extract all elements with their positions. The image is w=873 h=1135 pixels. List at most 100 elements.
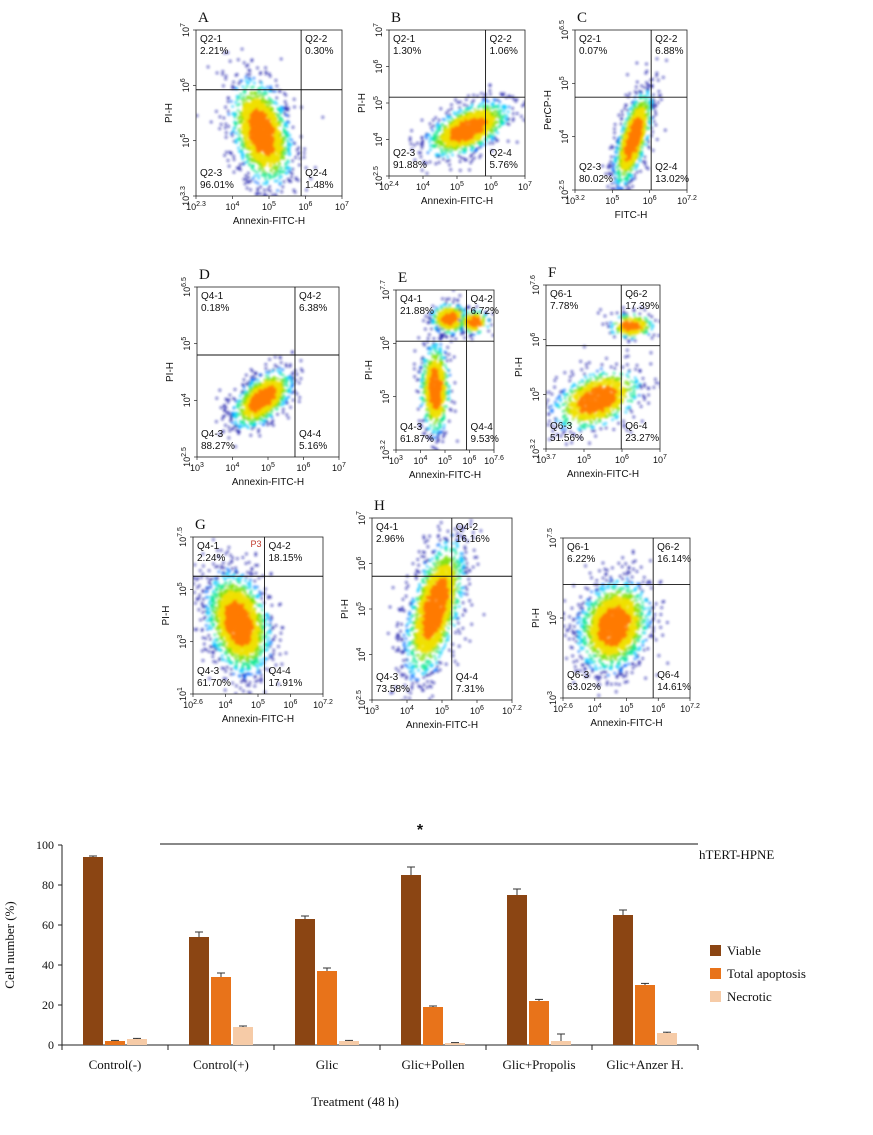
y-tick-label: 100 xyxy=(36,838,54,852)
x-tick-label: 102.3 xyxy=(186,201,206,212)
y-axis-label: PI-H xyxy=(514,357,525,377)
y-tick-label: 0 xyxy=(48,1038,54,1052)
quadrant-percentage: 0.07% xyxy=(579,46,607,57)
quadrant-name: Q4-1 xyxy=(197,541,220,552)
density-cloud xyxy=(601,57,668,190)
y-tick-label: 105 xyxy=(356,602,367,616)
quadrant-percentage: 61.87% xyxy=(400,434,434,445)
quadrant-name: Q4-4 xyxy=(471,422,494,433)
y-tick-label: 105 xyxy=(181,337,192,351)
y-tick-label: 107 xyxy=(373,23,384,37)
y-tick-label: 80 xyxy=(42,878,54,892)
quadrant-name: Q4-1 xyxy=(376,522,399,533)
flow-panel-f: F Q6-17.78% Q6-217.39% Q6-351.56% Q6-423.27%… xyxy=(514,265,667,480)
x-axis-title: Treatment (48 h) xyxy=(311,1094,399,1109)
panel-label: G xyxy=(195,517,206,533)
quadrant-name: Q4-3 xyxy=(400,422,423,433)
y-axis-title: Cell number (%) xyxy=(2,901,17,988)
quadrant-percentage: 16.14% xyxy=(657,554,691,565)
quadrant-name: Q6-1 xyxy=(567,542,590,553)
quadrant-name: Q4-2 xyxy=(456,522,479,533)
y-tick-label: 106 xyxy=(380,336,391,350)
density-cloud xyxy=(215,350,304,448)
y-axis-label: PI-H xyxy=(531,608,542,628)
y-tick-label: 107.5 xyxy=(177,527,188,547)
bar-necrotic xyxy=(551,1041,571,1045)
x-tick-label: 107 xyxy=(518,181,532,192)
x-tick-label: 107.6 xyxy=(484,455,504,466)
quadrant-name: Q2-3 xyxy=(579,162,602,173)
density-cloud xyxy=(563,549,670,697)
y-tick-label: 102.5 xyxy=(356,690,367,710)
flow-panel-g: G P3 Q4-12.24% Q4-218.15% Q4-361.70% Q4-417.9… xyxy=(161,517,333,725)
bar-necrotic xyxy=(339,1041,359,1045)
x-tick-label: 102.6 xyxy=(183,699,203,710)
quadrant-name: Q4-2 xyxy=(471,294,494,305)
y-tick-label: 105 xyxy=(180,134,191,148)
bar-necrotic xyxy=(127,1039,147,1045)
x-tick-label: 105 xyxy=(261,462,275,473)
quadrant-name: Q6-2 xyxy=(625,289,648,300)
quadrant-percentage: 17.91% xyxy=(269,678,303,689)
y-tick-label: 102.5 xyxy=(181,447,192,467)
flow-panel-c: C Q2-10.07% Q2-26.88% Q2-380.02% Q2-413.02% 1… xyxy=(543,10,697,221)
y-tick-label: 40 xyxy=(42,958,54,972)
quadrant-name: Q2-4 xyxy=(490,148,513,159)
x-tick-label: 107 xyxy=(332,462,346,473)
quadrant-name: Q4-3 xyxy=(376,672,399,683)
legend-swatch xyxy=(710,945,721,956)
y-tick-label: 103 xyxy=(177,635,188,649)
x-tick-label: 104 xyxy=(400,705,414,716)
panel-label: D xyxy=(199,267,210,283)
quadrant-name: Q4-1 xyxy=(400,294,423,305)
bar-viable xyxy=(613,915,633,1045)
quadrant-percentage: 1.48% xyxy=(305,180,333,191)
y-axis-label: PI-H xyxy=(357,93,368,113)
x-tick-label: 104 xyxy=(226,201,240,212)
legend-swatch xyxy=(710,991,721,1002)
y-tick-label: 105 xyxy=(373,96,384,110)
x-tick-label: 107 xyxy=(653,454,667,465)
flow-panel-i: Q6-16.22% Q6-216.14% Q6-363.02% Q6-414.61% 1… xyxy=(531,528,700,729)
quadrant-percentage: 91.88% xyxy=(393,160,427,171)
quadrant-percentage: 7.31% xyxy=(456,684,484,695)
quadrant-percentage: 2.24% xyxy=(197,553,225,564)
panel-label: H xyxy=(374,498,385,514)
y-tick-label: 107.7 xyxy=(380,280,391,300)
bar-total-apoptosis xyxy=(635,985,655,1045)
y-tick-label: 106.5 xyxy=(181,277,192,297)
quadrant-name: Q4-3 xyxy=(197,666,220,677)
bar-viable xyxy=(295,919,315,1045)
x-tick-label: 105 xyxy=(262,201,276,212)
bar-viable xyxy=(507,895,527,1045)
panel-label: E xyxy=(398,270,407,286)
gate-label: P3 xyxy=(251,539,262,549)
x-axis-label: Annexin-FITC-H xyxy=(421,196,493,207)
bar-total-apoptosis xyxy=(529,1001,549,1045)
flow-cytometry-panels: AQ2-12.21%Q2-20.30%Q2-396.01%Q2-41.48%10… xyxy=(161,10,700,731)
y-tick-label: 107 xyxy=(356,511,367,525)
y-tick-label: 106 xyxy=(356,556,367,570)
quadrant-name: Q2-4 xyxy=(305,168,328,179)
flow-panel-a: AQ2-12.21%Q2-20.30%Q2-396.01%Q2-41.48%10… xyxy=(164,10,349,227)
y-axis-label: PerCP-H xyxy=(543,90,554,130)
legend-label: Necrotic xyxy=(727,989,772,1004)
y-axis-label: PI-H xyxy=(165,362,176,382)
quadrant-name: Q2-2 xyxy=(490,34,513,45)
x-axis-label: Annexin-FITC-H xyxy=(232,477,304,488)
quadrant-percentage: 6.72% xyxy=(471,306,499,317)
y-tick-label: 106 xyxy=(180,78,191,92)
x-tick-label: Control(+) xyxy=(193,1057,249,1072)
density-cloud xyxy=(386,519,486,700)
quadrant-name: Q2-3 xyxy=(393,148,416,159)
x-tick-label: 104 xyxy=(414,455,428,466)
bar-necrotic xyxy=(233,1027,253,1045)
quadrant-name: Q6-4 xyxy=(657,670,680,681)
bar-total-apoptosis xyxy=(423,1007,443,1045)
y-tick-label: 104 xyxy=(559,130,570,144)
flow-panel-e: E Q4-121.88% Q4-26.72% Q4-361.87% Q4-49.53% 1… xyxy=(364,270,504,481)
quadrant-percentage: 17.39% xyxy=(625,301,659,312)
x-tick-label: 106 xyxy=(470,705,484,716)
bar-viable xyxy=(189,937,209,1045)
y-tick-label: 103 xyxy=(547,691,558,705)
